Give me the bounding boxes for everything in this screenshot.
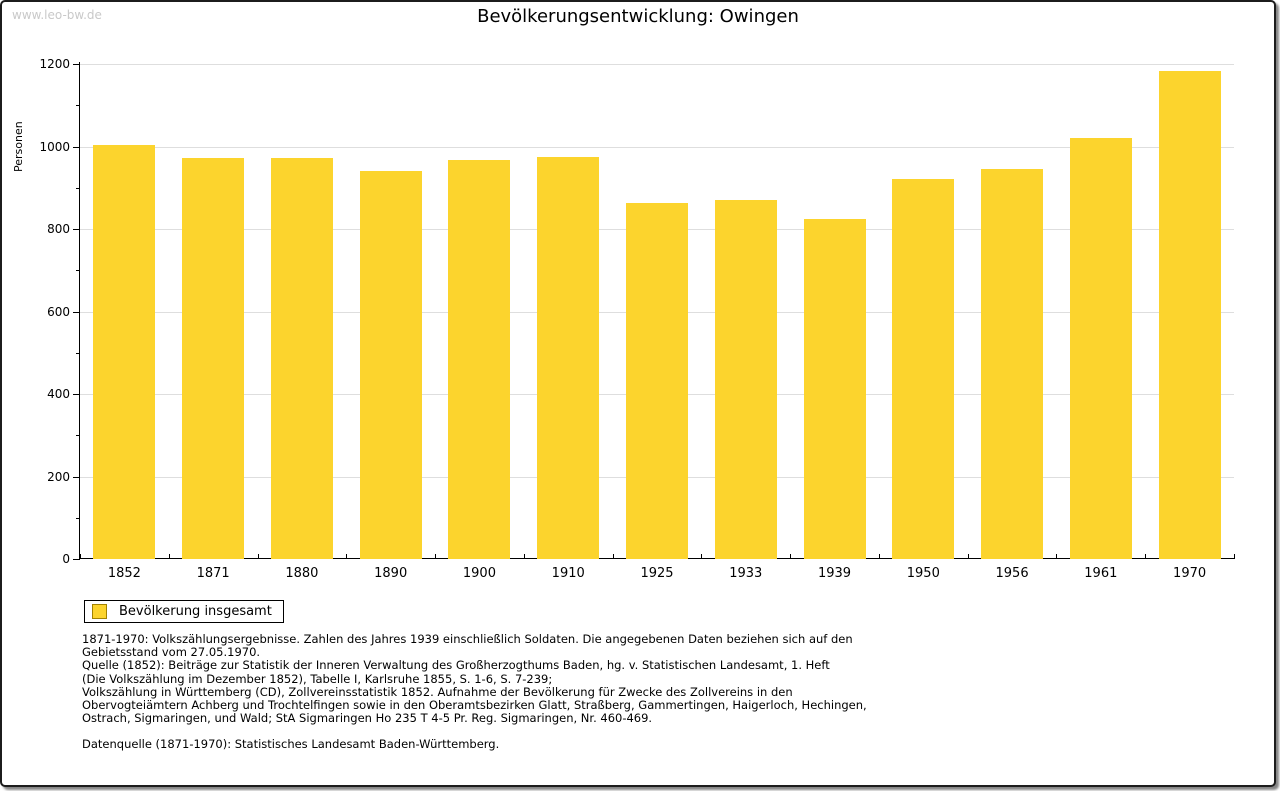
watermark-leo-bw: www.leo-bw.de	[12, 8, 102, 22]
x-boundary-tick	[346, 554, 348, 559]
gridline-y1200	[80, 64, 1234, 65]
y-tick-label: 0	[62, 552, 70, 566]
y-tick-label: 1000	[39, 139, 70, 154]
y-minor-tick	[76, 270, 80, 272]
y-minor-tick	[76, 105, 80, 107]
bar-1890	[359, 170, 422, 559]
bar-1961	[1069, 137, 1132, 559]
bar-1950	[892, 178, 955, 559]
footnote-line: (Die Volkszählung im Dezember 1852), Tab…	[82, 671, 553, 686]
bar-1956	[981, 168, 1044, 559]
x-boundary-tick	[790, 554, 792, 559]
y-minor-tick	[76, 435, 80, 437]
y-minor-tick	[76, 517, 80, 519]
y-major-tick	[73, 559, 80, 560]
chart-title: Bevölkerungsentwicklung: Owingen	[477, 6, 799, 27]
x-tick-label: 1890	[374, 566, 408, 581]
y-tick-label: 400	[47, 387, 70, 401]
x-tick-label: 1950	[906, 566, 940, 581]
bar-1933	[714, 200, 777, 559]
x-tick-label: 1880	[285, 566, 319, 581]
y-major-tick	[73, 476, 80, 478]
footnote-line: Obervogteiämtern Achberg und Trochtelfin…	[82, 698, 867, 713]
x-tick-label: 1961	[1084, 566, 1118, 581]
x-boundary-tick	[435, 554, 437, 559]
x-tick-label: 1871	[196, 566, 230, 581]
x-boundary-tick	[967, 554, 969, 559]
x-boundary-tick	[257, 554, 259, 559]
y-axis-line	[79, 62, 80, 559]
y-tick-label: 1200	[39, 57, 70, 71]
footnote-line: Gebietsstand vom 27.05.1970.	[82, 645, 261, 660]
y-tick-label: 800	[47, 222, 70, 236]
y-minor-tick	[76, 187, 80, 189]
footnotes: 1871-1970: Volkszählungsergebnisse. Zahl…	[82, 632, 1222, 752]
bar-1939	[803, 219, 866, 559]
bar-1871	[182, 158, 245, 559]
x-tick-label: 1925	[640, 566, 674, 581]
footnote-line: Quelle (1852): Beiträge zur Statistik de…	[82, 658, 830, 673]
bar-1900	[448, 159, 511, 559]
x-boundary-tick	[168, 554, 170, 559]
y-major-tick	[73, 146, 80, 148]
x-tick-label: 1956	[995, 566, 1029, 581]
footnote-line: Ostrach, Sigmaringen, und Wald; StA Sigm…	[82, 711, 653, 726]
bar-1925	[626, 203, 688, 559]
legend-swatch	[92, 604, 107, 619]
x-tick-label: 1933	[729, 566, 763, 581]
y-major-tick	[73, 311, 80, 313]
x-tick-label: 1910	[551, 566, 585, 581]
x-tick-label: 1939	[817, 566, 852, 581]
x-boundary-tick	[80, 554, 81, 559]
bar-1852	[93, 145, 156, 559]
x-boundary-tick	[1056, 554, 1058, 559]
datasource-line: Datenquelle (1871-1970): Statistisches L…	[82, 737, 500, 752]
y-tick-label: 600	[47, 304, 70, 319]
bar-1910	[537, 156, 600, 559]
y-major-tick	[73, 229, 80, 230]
footnote-line: 1871-1970: Volkszählungsergebnisse. Zahl…	[82, 632, 853, 646]
bar-1970	[1158, 71, 1221, 559]
x-tick-label: 1970	[1173, 566, 1207, 581]
bar-1880	[270, 158, 333, 559]
gridline-y1000	[80, 146, 1234, 148]
y-major-tick	[73, 394, 80, 395]
x-tick-label: 1852	[107, 566, 141, 581]
legend-box: Bevölkerung insgesamt	[84, 600, 284, 623]
x-boundary-tick	[1234, 554, 1235, 559]
y-major-tick	[73, 64, 80, 65]
y-axis-label: Personen	[12, 121, 25, 172]
footnote-line: Volkszählung in Württemberg (CD), Zollve…	[82, 684, 793, 699]
legend-label: Bevölkerung insgesamt	[119, 604, 272, 619]
x-boundary-tick	[1145, 554, 1147, 559]
x-tick-label: 1900	[462, 566, 496, 581]
x-boundary-tick	[701, 554, 703, 559]
y-tick-label: 200	[47, 469, 70, 484]
x-boundary-tick	[878, 554, 880, 559]
y-minor-tick	[76, 352, 80, 354]
x-boundary-tick	[612, 554, 614, 559]
x-boundary-tick	[523, 554, 525, 559]
